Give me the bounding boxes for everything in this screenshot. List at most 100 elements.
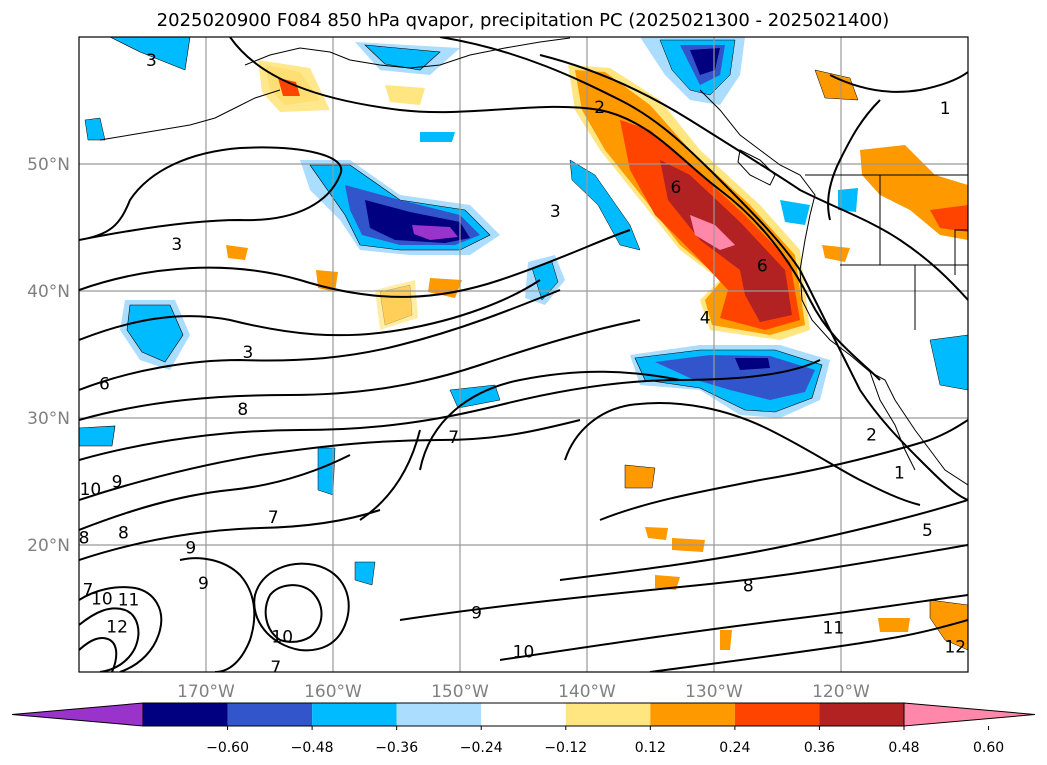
coastline-vancouver-island xyxy=(737,149,776,186)
longitude-tick-labels: 170°W 160°W 150°W 140°W 130°W 120°W xyxy=(177,682,870,702)
coastline-aleutians xyxy=(99,89,281,141)
coastline-westcoast xyxy=(799,214,968,486)
contour-label: 9 xyxy=(471,603,482,623)
shade-blue-patch-6 xyxy=(929,334,968,391)
contour-label: 6 xyxy=(757,257,768,277)
contour-label: 6 xyxy=(670,178,681,198)
contour-label: 10 xyxy=(91,589,113,609)
contour-label: 10 xyxy=(80,480,102,500)
colorbar-tick-labels: −0.60 −0.48 −0.36 −0.24 −0.12 0.12 0.24 0.36 0.4… xyxy=(206,726,1004,756)
shade-orange-6 xyxy=(645,527,668,540)
shade-orange-se2 xyxy=(878,618,910,632)
colorbar-box xyxy=(396,703,482,726)
colorbar-extend-left xyxy=(11,702,144,727)
shade-yellow-1 xyxy=(375,280,418,330)
map-border xyxy=(78,36,969,673)
contour-label: 10 xyxy=(271,627,293,647)
contour-line xyxy=(649,619,968,672)
qvapor-contours xyxy=(79,37,968,672)
contour-label: 7 xyxy=(82,580,93,600)
shade-blue-patch-5 xyxy=(354,561,376,586)
colorbar-tick-label: −0.48 xyxy=(291,740,334,756)
shade-red-alaska xyxy=(278,78,300,96)
lat-tick-label: 40°N xyxy=(27,282,70,302)
contour-line xyxy=(829,71,968,93)
lon-tick-label: 140°W xyxy=(558,682,616,702)
colorbar-box xyxy=(650,703,735,726)
shade-blue-west xyxy=(126,304,184,363)
colorbar xyxy=(11,702,1036,727)
shade-blue-patch-8 xyxy=(420,132,455,142)
contour-label: 9 xyxy=(185,539,196,559)
lon-tick-label: 170°W xyxy=(177,682,235,702)
colorbar-box xyxy=(227,703,313,726)
contour-label: 8 xyxy=(237,400,248,420)
contour-label: 7 xyxy=(448,428,459,448)
contour-label: 12 xyxy=(106,617,128,637)
contour-label: 1 xyxy=(894,464,905,484)
colorbar-box xyxy=(143,703,228,726)
contour-label: 7 xyxy=(270,658,281,678)
contour-line xyxy=(253,562,350,652)
shade-deepnavy-alaska-coast xyxy=(690,48,720,75)
contour-label: 1 xyxy=(940,99,951,119)
contour-line xyxy=(79,607,140,672)
contour-line xyxy=(419,370,681,471)
state-borders xyxy=(805,174,968,330)
contour-label: 10 xyxy=(513,643,535,663)
contour-line xyxy=(79,509,381,561)
contour-label: 3 xyxy=(146,51,157,71)
contour-line xyxy=(179,557,256,672)
shade-pink-ar xyxy=(690,215,735,250)
shade-blue-patch-9 xyxy=(838,188,858,212)
colorbar-tick-label: −0.24 xyxy=(460,740,503,756)
colorbar-box xyxy=(734,703,820,726)
contour-line xyxy=(79,289,561,391)
contour-line xyxy=(559,499,968,581)
contour-label: 3 xyxy=(242,343,253,363)
contour-label: 11 xyxy=(823,619,845,639)
contour-label: 8 xyxy=(118,523,129,543)
contour-label: 8 xyxy=(79,528,90,548)
colorbar-tick-label: −0.36 xyxy=(375,740,418,756)
contour-label: 8 xyxy=(743,577,754,597)
shade-blue-patch-7 xyxy=(84,117,106,141)
shade-orange-5 xyxy=(624,464,656,489)
lon-tick-label: 130°W xyxy=(685,682,743,702)
contour-label: 7 xyxy=(268,508,279,528)
shade-blue-alaska xyxy=(109,37,191,71)
shade-orange-8 xyxy=(655,575,680,590)
map-background xyxy=(79,37,968,672)
contour-line xyxy=(229,37,881,381)
precipitation-shading xyxy=(79,37,968,651)
contour-label: 4 xyxy=(700,309,711,329)
contour-line xyxy=(79,586,163,672)
lon-tick-label: 120°W xyxy=(812,682,870,702)
coastlines xyxy=(99,37,968,486)
shade-red-ca xyxy=(930,205,968,232)
contour-line xyxy=(79,146,343,241)
colorbar-extend-right xyxy=(903,702,1036,727)
lat-tick-label: 50°N xyxy=(27,155,70,175)
contour-line xyxy=(79,279,541,341)
contour-line xyxy=(79,359,821,461)
contour-line xyxy=(79,454,351,531)
colorbar-box xyxy=(481,703,566,726)
contour-label: 3 xyxy=(550,202,561,222)
colorbar-box xyxy=(819,703,904,726)
contour-line xyxy=(827,99,881,221)
lat-tick-label: 30°N xyxy=(27,409,70,429)
contour-line xyxy=(599,419,968,521)
lon-tick-label: 150°W xyxy=(431,682,489,702)
coastline-bc xyxy=(699,89,816,216)
shade-blue-patch-10 xyxy=(780,200,810,225)
coastline-alaska xyxy=(244,37,571,69)
contour-line xyxy=(264,584,323,643)
contour-line xyxy=(399,544,968,621)
colorbar-tick-label: 0.48 xyxy=(888,740,919,756)
shade-blue-sw xyxy=(79,425,116,447)
contour-line xyxy=(539,54,968,301)
colorbar-tick-label: 0.24 xyxy=(719,740,750,756)
colorbar-tick-label: 0.60 xyxy=(973,740,1004,756)
